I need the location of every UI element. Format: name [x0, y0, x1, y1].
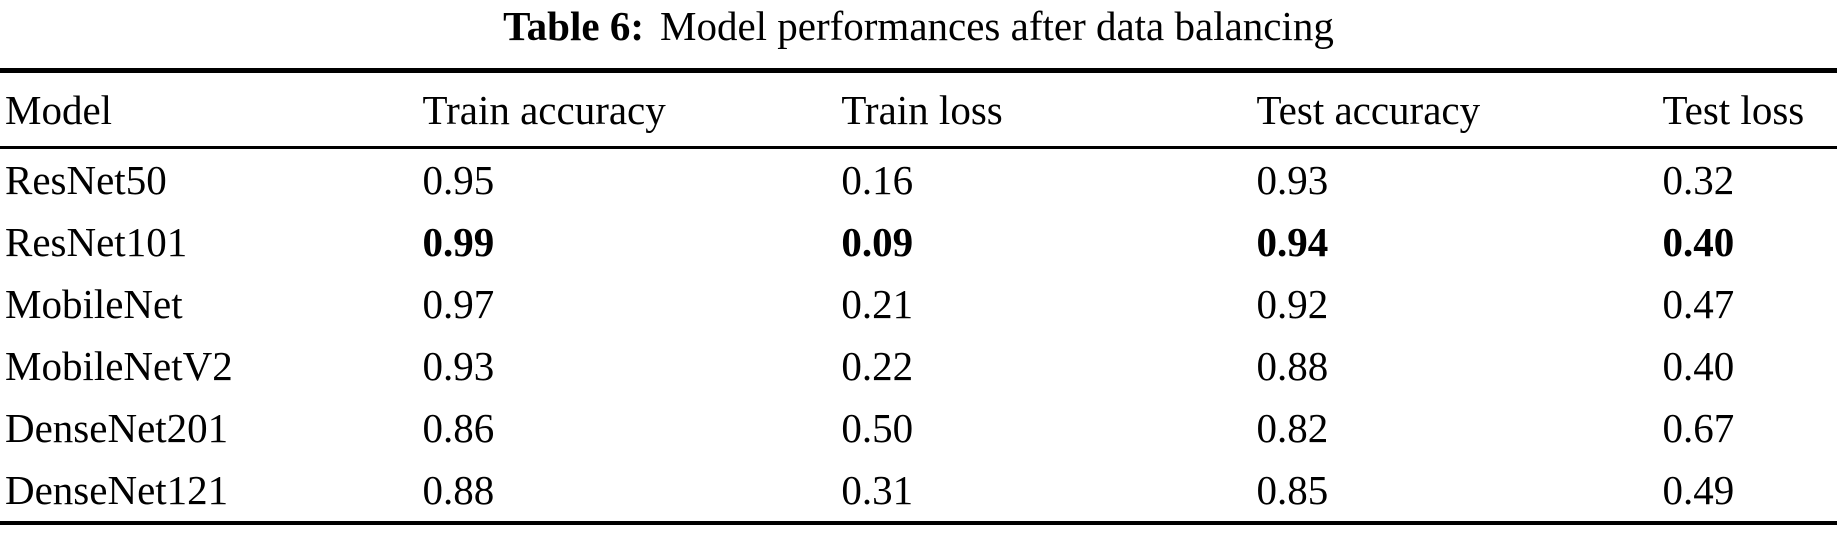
column-header-train-accuracy: Train accuracy: [422, 70, 842, 149]
cell-metric-value: 0.47: [1662, 281, 1735, 327]
cell-model-name: DenseNet121: [5, 467, 229, 513]
cell-metric-value: 0.09: [841, 219, 914, 265]
cell-model-name: DenseNet201: [5, 405, 229, 451]
cell-metric-value: 0.67: [1662, 405, 1735, 451]
table-caption-text: Model performances after data balancing: [659, 3, 1334, 49]
table-header: Model Train accuracy Train loss Test acc…: [0, 70, 1837, 149]
table-caption: Table 6: Model performances after data ba…: [0, 0, 1837, 51]
cell-metric-value: 0.88: [422, 467, 495, 513]
cell-metric-value: 0.22: [841, 343, 914, 389]
cell-metric-value: 0.82: [1256, 405, 1329, 451]
cell-metric-value: 0.21: [841, 281, 914, 327]
column-header-test-accuracy: Test accuracy: [1256, 70, 1663, 149]
cell-metric-value: 0.49: [1662, 467, 1735, 513]
table-row: DenseNet201 0.86 0.50 0.82 0.67: [0, 397, 1837, 459]
table-row: DenseNet121 0.88 0.31 0.85 0.49: [0, 459, 1837, 523]
cell-metric-value: 0.31: [841, 467, 914, 513]
cell-metric-value: 0.50: [841, 405, 914, 451]
table-row: MobileNetV2 0.93 0.22 0.88 0.40: [0, 335, 1837, 397]
cell-metric-value: 0.85: [1256, 467, 1329, 513]
header-row: Model Train accuracy Train loss Test acc…: [0, 70, 1837, 149]
cell-metric-value: 0.95: [422, 157, 495, 203]
model-performance-table: Model Train accuracy Train loss Test acc…: [0, 68, 1837, 525]
cell-metric-value: 0.40: [1662, 219, 1735, 265]
cell-metric-value: 0.32: [1662, 157, 1735, 203]
cell-metric-value: 0.97: [422, 281, 495, 327]
table-row: ResNet50 0.95 0.16 0.93 0.32: [0, 148, 1837, 212]
cell-metric-value: 0.93: [1256, 157, 1329, 203]
cell-metric-value: 0.16: [841, 157, 914, 203]
cell-model-name: MobileNetV2: [5, 343, 233, 389]
table-row: ResNet101 0.99 0.09 0.94 0.40: [0, 211, 1837, 273]
cell-model-name: ResNet101: [5, 219, 188, 265]
column-header-model: Model: [0, 70, 423, 149]
table-body: ResNet50 0.95 0.16 0.93 0.32 ResNet101 0.99 0.0…: [0, 148, 1837, 524]
cell-metric-value: 0.94: [1256, 219, 1329, 265]
cell-metric-value: 0.40: [1662, 343, 1735, 389]
cell-metric-value: 0.99: [422, 219, 495, 265]
cell-metric-value: 0.86: [422, 405, 495, 451]
cell-metric-value: 0.93: [422, 343, 495, 389]
column-header-test-loss: Test loss: [1662, 70, 1837, 149]
table-caption-number: Table 6:: [503, 3, 644, 49]
cell-metric-value: 0.92: [1256, 281, 1329, 327]
cell-metric-value: 0.88: [1256, 343, 1329, 389]
cell-model-name: ResNet50: [5, 157, 167, 203]
column-header-train-loss: Train loss: [841, 70, 1257, 149]
cell-model-name: MobileNet: [5, 281, 183, 327]
table-row: MobileNet 0.97 0.21 0.92 0.47: [0, 273, 1837, 335]
